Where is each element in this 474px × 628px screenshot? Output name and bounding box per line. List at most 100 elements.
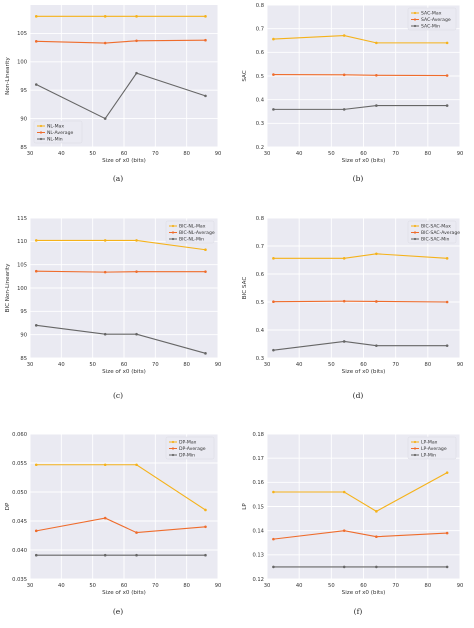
x-tick-label: 70: [392, 151, 399, 157]
y-tick-label: 0.18: [252, 432, 264, 438]
x-tick-label: 90: [457, 151, 464, 157]
legend-label: SAC-Min: [421, 24, 440, 30]
x-tick-label: 70: [392, 583, 399, 589]
x-tick-label: 90: [215, 583, 222, 589]
y-tick-label: 0.8: [256, 3, 264, 9]
x-tick-label: 90: [215, 151, 222, 157]
data-point: [272, 73, 275, 76]
y-tick-label: 0.035: [12, 577, 27, 583]
x-tick-label: 50: [89, 151, 96, 157]
y-tick-label: 95: [20, 309, 27, 315]
x-axis-label: Size of x0 (bits): [342, 590, 386, 596]
data-point: [135, 39, 138, 43]
y-tick-label: 0.7: [256, 244, 264, 250]
y-tick-label: 115: [17, 216, 27, 222]
y-tick-label: 0.13: [252, 553, 264, 559]
y-tick-label: 0.5: [256, 300, 264, 306]
data-point: [445, 41, 449, 45]
x-tick-label: 60: [121, 151, 128, 157]
data-point: [445, 300, 449, 304]
x-tick-label: 60: [360, 362, 367, 368]
y-tick-label: 0.2: [256, 145, 264, 151]
data-point: [34, 553, 38, 557]
x-tick-label: 90: [215, 362, 222, 368]
data-point: [103, 270, 107, 274]
x-tick-label: 90: [457, 362, 464, 368]
panel-caption: (c): [112, 391, 124, 400]
x-axis-label: Size of x0 (bits): [342, 369, 386, 375]
y-tick-label: 0.045: [12, 519, 27, 525]
x-axis-label: Size of x0 (bits): [102, 590, 146, 596]
x-tick-label: 60: [121, 362, 128, 368]
data-point: [135, 553, 138, 557]
y-tick-label: 0.14: [252, 528, 264, 534]
data-point: [272, 537, 275, 541]
y-tick-label: 90: [20, 116, 27, 122]
data-point: [375, 300, 378, 303]
data-point: [34, 15, 38, 18]
data-point: [103, 553, 107, 557]
series-line-BIC-NL-Average: [36, 270, 206, 273]
data-point: [445, 565, 449, 569]
x-tick-label: 80: [425, 583, 432, 589]
y-tick-label: 85: [20, 356, 27, 362]
y-tick-label: 105: [17, 31, 27, 37]
data-point: [34, 269, 38, 273]
data-point: [375, 565, 378, 569]
x-tick-label: 80: [183, 362, 190, 368]
y-tick-label: 0.3: [256, 356, 264, 362]
legend-label: DP-Average: [179, 446, 206, 452]
legend-label: BIC-NL-Average: [179, 230, 215, 236]
data-point: [375, 41, 378, 45]
data-point: [342, 490, 346, 494]
series-line-BIC-NL-Max: [36, 239, 206, 251]
x-tick-label: 50: [328, 362, 335, 368]
data-point: [135, 15, 138, 18]
legend-label: SAC-Average: [421, 17, 451, 23]
y-axis-label: DP: [5, 502, 11, 510]
data-point: [272, 490, 275, 494]
series-line-NL-Min: [36, 72, 206, 120]
data-point: [103, 463, 107, 467]
data-point: [375, 252, 378, 256]
data-point: [204, 508, 207, 512]
data-point: [375, 535, 378, 539]
x-tick-label: 90: [457, 583, 464, 589]
x-tick-label: 50: [328, 151, 335, 157]
data-point: [204, 38, 207, 42]
data-point: [103, 117, 107, 120]
y-tick-label: 95: [20, 88, 27, 94]
data-point: [135, 332, 138, 336]
y-tick-label: 85: [20, 145, 27, 151]
legend-label: NL-Min: [47, 137, 63, 143]
legend-label: BIC-SAC-Average: [421, 230, 460, 236]
panel-caption: (d): [352, 391, 364, 400]
data-point: [34, 83, 38, 86]
x-tick-label: 80: [425, 362, 432, 368]
legend-label: BIC-SAC-Max: [421, 224, 451, 230]
legend-label: NL-Average: [47, 130, 74, 136]
y-tick-label: 0.15: [252, 504, 264, 510]
data-point: [34, 529, 38, 533]
y-axis-label: BIC SAC: [242, 277, 248, 300]
y-tick-label: 0.6: [256, 272, 264, 278]
series-line-BIC-NL-Min: [36, 324, 206, 354]
data-point: [204, 525, 207, 529]
x-tick-label: 40: [296, 362, 303, 368]
data-point: [272, 257, 275, 260]
series-line-BIC-SAC-Min: [273, 340, 448, 351]
data-point: [445, 74, 449, 77]
data-point: [342, 108, 346, 111]
data-point: [204, 248, 207, 252]
y-tick-label: 0.12: [252, 577, 264, 583]
x-tick-label: 40: [58, 151, 65, 157]
legend-label: DP-Min: [179, 453, 195, 459]
data-point: [342, 73, 346, 77]
series-line-SAC-Average: [273, 74, 448, 77]
data-point: [272, 565, 275, 569]
series-line-DP-Average: [36, 517, 206, 534]
